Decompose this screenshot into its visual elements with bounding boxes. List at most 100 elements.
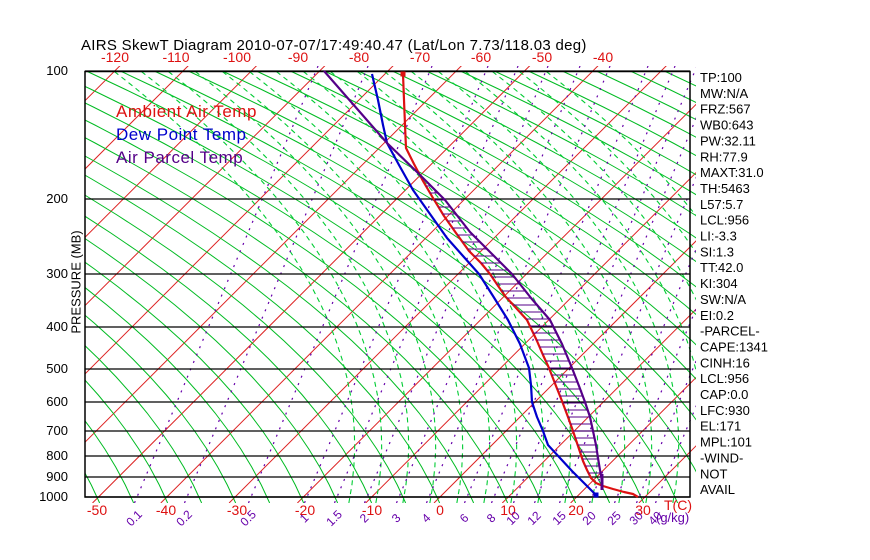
moist-adiabat-line bbox=[329, 70, 572, 503]
legend-air-parcel-temp: Air Parcel Temp bbox=[116, 148, 244, 167]
moist-adiabat-line bbox=[302, 70, 545, 503]
mixing-ratio-label: 12 bbox=[524, 508, 544, 528]
moist-adiabat-line bbox=[491, 70, 696, 301]
top-temp-label: -40 bbox=[593, 49, 613, 65]
isotherm-line bbox=[85, 66, 394, 375]
dry-adiabat-line bbox=[222, 70, 696, 380]
mixing-ratio-label: 4 bbox=[419, 511, 434, 526]
pressure-label: 900 bbox=[46, 469, 68, 484]
dry-adiabat-line bbox=[426, 70, 696, 217]
moist-adiabat-line bbox=[410, 70, 653, 503]
stat-line: EL:171 bbox=[700, 419, 741, 434]
pressure-label: 1000 bbox=[39, 489, 68, 504]
mixing-ratio-label: 3 bbox=[389, 511, 404, 526]
bottom-temp-label: 0 bbox=[436, 502, 444, 518]
ambient-top-marker bbox=[400, 71, 406, 77]
moist-adiabat-line bbox=[545, 70, 696, 217]
dry-adiabat-line bbox=[324, 70, 696, 288]
mixing-ratio-label: 1.5 bbox=[323, 507, 345, 529]
mixing-ratio-unit-label: (g/kg) bbox=[656, 510, 690, 525]
mixing-ratio-label: 0.1 bbox=[123, 507, 145, 529]
mixing-ratio-label: 8 bbox=[484, 511, 499, 526]
pressure-label: 800 bbox=[46, 448, 68, 463]
stat-line: SI:1.3 bbox=[700, 244, 734, 259]
moist-adiabat-line bbox=[464, 70, 696, 373]
dry-adiabat-line bbox=[256, 70, 696, 346]
pressure-label: 300 bbox=[46, 266, 68, 281]
temp-axis-unit-label: T(C) bbox=[664, 497, 692, 513]
stat-line: EI:0.2 bbox=[700, 308, 734, 323]
pressure-axis-label: PRESSURE (MB) bbox=[68, 230, 84, 334]
stat-line: LI:-3.3 bbox=[700, 229, 737, 244]
isotherm-line bbox=[85, 66, 189, 170]
stat-line: -WIND- bbox=[700, 450, 743, 465]
stat-line: -PARCEL- bbox=[700, 324, 760, 339]
stat-line: SW:N/A bbox=[700, 292, 746, 307]
stat-line: CAPE:1341 bbox=[700, 339, 768, 354]
stat-line: KI:304 bbox=[700, 276, 738, 291]
mixing-ratio-label: 15 bbox=[549, 508, 569, 528]
pressure-label: 600 bbox=[46, 394, 68, 409]
bottom-temp-label: -40 bbox=[156, 502, 176, 518]
mixing-ratio-label: 6 bbox=[457, 511, 472, 526]
dry-adiabat-line bbox=[290, 70, 696, 316]
dry-adiabat-line bbox=[460, 70, 696, 196]
top-temp-label: -110 bbox=[163, 49, 190, 65]
mixing-ratio-line bbox=[333, 66, 519, 503]
stat-line: WB0:643 bbox=[700, 118, 753, 133]
pressure-label: 100 bbox=[46, 63, 68, 78]
pressure-label: 500 bbox=[46, 361, 68, 376]
stat-line: NOT bbox=[700, 466, 728, 481]
stat-line: L57:5.7 bbox=[700, 197, 743, 212]
page-title: AIRS SkewT Diagram 2010-07-07/17:49:40.4… bbox=[81, 37, 587, 54]
dewpoint-bottom-marker bbox=[593, 492, 599, 498]
top-temp-label: -100 bbox=[223, 49, 251, 65]
dry-adiabat-line bbox=[528, 70, 696, 157]
mixing-ratio-label: 0.2 bbox=[173, 507, 195, 529]
isotherm-line bbox=[570, 376, 696, 503]
stat-line: MPL:101 bbox=[700, 435, 752, 450]
stat-line: CAP:0.0 bbox=[700, 387, 748, 402]
stat-line: LCL:956 bbox=[700, 371, 749, 386]
moist-adiabat-line bbox=[518, 70, 696, 254]
top-temp-label: -70 bbox=[410, 49, 430, 65]
stat-line: TT:42.0 bbox=[700, 260, 743, 275]
bottom-temp-label: -20 bbox=[295, 502, 315, 518]
stat-line: LCL:956 bbox=[700, 213, 749, 228]
isotherm-line bbox=[501, 308, 696, 503]
curve-dew-point-temp bbox=[370, 73, 597, 496]
cape-hatch bbox=[425, 185, 601, 474]
pressure-label: 200 bbox=[46, 191, 68, 206]
moist-adiabat-line bbox=[275, 70, 518, 503]
stat-line: RH:77.9 bbox=[700, 149, 748, 164]
dry-adiabat-line bbox=[0, 71, 66, 503]
top-temp-label: -60 bbox=[471, 49, 491, 65]
pressure-label: 400 bbox=[46, 319, 68, 334]
legend-ambient-air-temp: Ambient Air Temp bbox=[116, 102, 257, 121]
bottom-temp-label: -50 bbox=[87, 502, 107, 518]
bottom-temp-label: 20 bbox=[568, 502, 584, 518]
stat-line: CINH:16 bbox=[700, 355, 750, 370]
plot-frame bbox=[84, 70, 691, 498]
stat-line: PW:32.11 bbox=[700, 133, 756, 148]
bottom-temp-label: 30 bbox=[635, 502, 651, 518]
stat-line: TP:100 bbox=[700, 70, 742, 85]
mixing-ratio-label: 25 bbox=[604, 508, 624, 528]
isotherm-line bbox=[85, 66, 326, 307]
top-temp-label: -120 bbox=[101, 49, 129, 65]
legend-dew-point-temp: Dew Point Temp bbox=[116, 125, 247, 144]
bottom-temp-label: 10 bbox=[500, 502, 516, 518]
moist-adiabat-line bbox=[356, 70, 599, 503]
pressure-label: 700 bbox=[46, 423, 68, 438]
isotherm-line bbox=[92, 66, 531, 503]
top-temp-label: -80 bbox=[349, 49, 369, 65]
stat-line: LFC:930 bbox=[700, 403, 750, 418]
isotherm-line bbox=[85, 66, 258, 239]
top-temp-label: -50 bbox=[532, 49, 552, 65]
top-temp-label: -90 bbox=[288, 49, 308, 65]
stat-line: AVAIL bbox=[700, 482, 735, 497]
stat-line: TH:5463 bbox=[700, 181, 750, 196]
dry-adiabat-line bbox=[494, 70, 696, 176]
